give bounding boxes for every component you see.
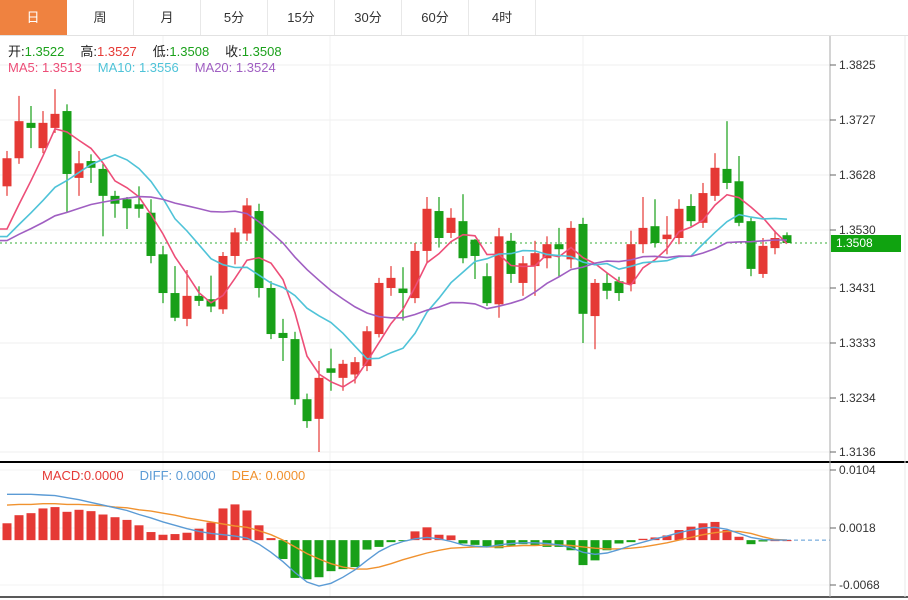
- price-axis-label: 1.3825: [839, 58, 876, 72]
- ma20-label: MA20:: [194, 60, 233, 75]
- price-axis-label: 1.3431: [839, 281, 876, 295]
- ma5-label: MA5:: [8, 60, 39, 75]
- price-axis-label: 1.3234: [839, 391, 876, 405]
- tab-period-6[interactable]: 60分: [402, 0, 469, 35]
- ma20-value: 1.3524: [235, 60, 276, 75]
- price-axis-label: 1.3333: [839, 336, 876, 350]
- ma10-value: 1.3556: [138, 60, 179, 75]
- tab-period-0[interactable]: 日: [0, 0, 67, 35]
- low-label: 低:: [152, 44, 170, 59]
- close-value: 1.3508: [241, 44, 282, 59]
- macd-legend: MACD:0.0000 DIFF: 0.0000 DEA: 0.0000: [42, 468, 321, 483]
- macd-axis-label: 0.0018: [839, 521, 876, 535]
- macd-value: 0.0000: [83, 468, 124, 483]
- open-value: 1.3522: [24, 44, 65, 59]
- dea-label: DEA:: [231, 468, 262, 483]
- high-value: 1.3527: [97, 44, 137, 59]
- macd-label: MACD:: [42, 468, 84, 483]
- tab-period-4[interactable]: 15分: [268, 0, 335, 35]
- ohlc-legend: 开:1.3522 高:1.3527 低:1.3508 收:1.3508: [8, 41, 298, 60]
- macd-axis-label: 0.0104: [839, 463, 876, 477]
- ma10-label: MA10:: [97, 60, 136, 75]
- price-axis-label: 1.3136: [839, 445, 876, 459]
- price-axis-label: 1.3628: [839, 168, 876, 182]
- tab-period-2[interactable]: 月: [134, 0, 201, 35]
- last-price-value: 1.3508: [836, 236, 873, 250]
- diff-label: DIFF:: [139, 468, 173, 483]
- diff-value: 0.0000: [175, 468, 216, 483]
- high-label: 高:: [80, 44, 98, 59]
- macd-axis-label: -0.0068: [839, 578, 880, 592]
- period-tabbar: 日周月 5分 15分 30分 60分 4时: [0, 0, 908, 36]
- tab-period-3[interactable]: 5分: [201, 0, 268, 35]
- tab-period-5[interactable]: 30分: [335, 0, 402, 35]
- last-price-badge: 1.3508: [831, 235, 901, 252]
- tab-period-1[interactable]: 周: [67, 0, 134, 35]
- close-label: 收:: [225, 44, 242, 59]
- price-axis-label: 1.3530: [839, 223, 876, 237]
- price-axis-label: 1.3727: [839, 113, 876, 127]
- tab-period-7[interactable]: 4时: [469, 0, 536, 35]
- dea-value: 0.0000: [265, 468, 306, 483]
- open-label: 开:: [8, 44, 25, 59]
- low-value: 1.3508: [169, 44, 210, 59]
- ma5-value: 1.3513: [41, 60, 82, 75]
- ma-legend: MA5: 1.3513 MA10: 1.3556 MA20: 1.3524: [8, 60, 292, 75]
